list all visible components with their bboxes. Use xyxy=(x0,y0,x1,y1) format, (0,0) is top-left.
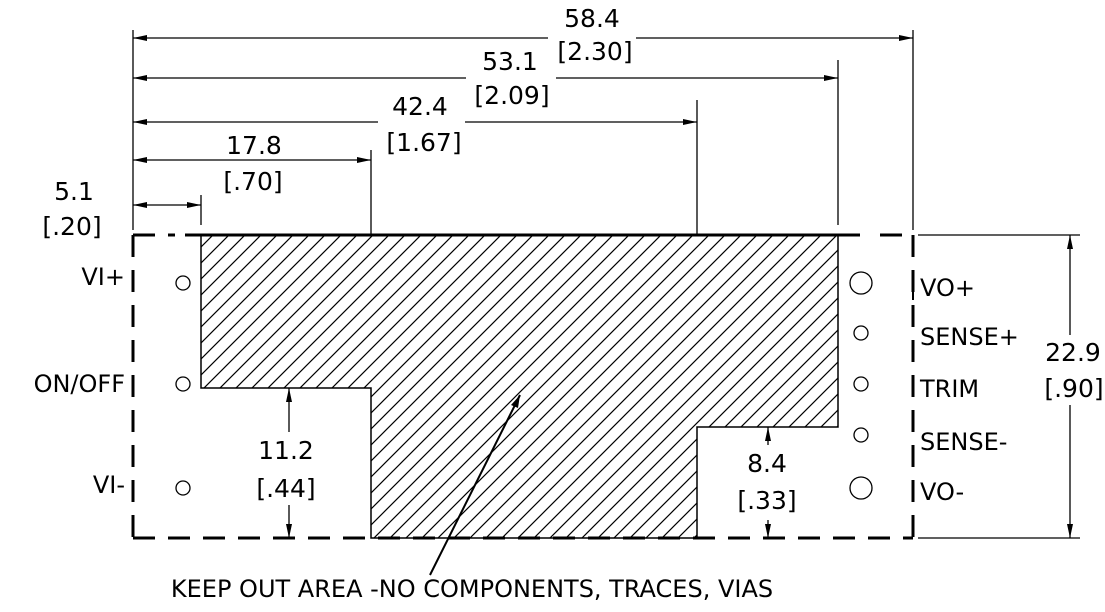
keepout-area xyxy=(200,234,839,539)
note-leader xyxy=(429,394,521,576)
dim-58-in: [2.30] xyxy=(557,37,632,66)
arrow xyxy=(824,75,838,81)
dim-17-mm: 17.8 xyxy=(226,131,282,160)
pin-on-off xyxy=(175,376,191,392)
pin-label-on-off: ON/OFF xyxy=(34,370,125,398)
dim-42-mm: 42.4 xyxy=(392,92,448,121)
pin-vi-minus xyxy=(175,480,191,496)
pin-label-trim: TRIM xyxy=(919,375,979,403)
dim-17-in: [.70] xyxy=(223,167,282,196)
arrow xyxy=(683,119,697,125)
arrow xyxy=(357,157,371,163)
pin-label-vi-plus: VI+ xyxy=(81,263,125,291)
arrow xyxy=(286,388,292,402)
pin-label-vo-plus: VO+ xyxy=(920,274,975,302)
arrow xyxy=(133,119,147,125)
dim-11-mm: 11.2 xyxy=(258,436,314,465)
pin-vi-plus xyxy=(175,275,191,291)
arrow xyxy=(133,202,147,208)
arrow xyxy=(187,202,201,208)
pin-sense-minus xyxy=(853,427,869,443)
dim-53-in: [2.09] xyxy=(474,81,549,110)
keepout-note: KEEP OUT AREA -NO COMPONENTS, TRACES, VI… xyxy=(171,575,773,603)
arrow xyxy=(765,524,771,538)
dim-height-mm: 22.9 xyxy=(1045,338,1101,367)
arrow xyxy=(899,35,913,41)
dim-8-mm: 8.4 xyxy=(747,449,787,478)
arrow xyxy=(1067,524,1073,538)
dim-53-mm: 53.1 xyxy=(482,47,538,76)
pin-vo-minus xyxy=(849,476,873,500)
pin-label-sense-plus: SENSE+ xyxy=(920,323,1019,351)
dim-11-in: [.44] xyxy=(256,474,315,503)
arrow xyxy=(765,427,771,441)
pin-vo-plus xyxy=(849,271,873,295)
dim-5-in: [.20] xyxy=(42,212,101,241)
arrow xyxy=(1067,235,1073,249)
pin-label-sense-minus: SENSE- xyxy=(920,428,1007,456)
pin-label-vi-minus: VI- xyxy=(93,471,125,499)
dim-8-in: [.33] xyxy=(737,486,796,515)
pin-trim xyxy=(853,376,869,392)
dim-height-in: [.90] xyxy=(1044,374,1103,403)
dim-58-mm: 58.4 xyxy=(564,4,620,33)
arrow xyxy=(133,75,147,81)
dim-42-in: [1.67] xyxy=(386,128,461,157)
arrow xyxy=(133,35,147,41)
dim-5-mm: 5.1 xyxy=(54,177,94,206)
arrow xyxy=(286,524,292,538)
arrow xyxy=(133,157,147,163)
pin-label-vo-minus: VO- xyxy=(920,478,964,506)
pin-sense-plus xyxy=(853,325,869,341)
